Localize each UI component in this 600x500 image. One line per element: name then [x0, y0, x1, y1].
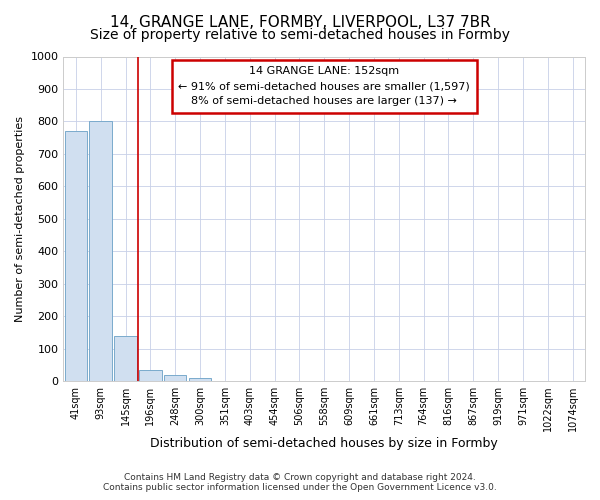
Bar	[65, 131, 87, 381]
Text: Size of property relative to semi-detached houses in Formby: Size of property relative to semi-detach…	[90, 28, 510, 42]
Bar	[189, 378, 211, 381]
X-axis label: Distribution of semi-detached houses by size in Formby: Distribution of semi-detached houses by …	[151, 437, 498, 450]
Bar	[164, 375, 187, 381]
Bar	[139, 370, 161, 381]
Text: Contains HM Land Registry data © Crown copyright and database right 2024.
Contai: Contains HM Land Registry data © Crown c…	[103, 473, 497, 492]
Bar	[89, 122, 112, 381]
Y-axis label: Number of semi-detached properties: Number of semi-detached properties	[15, 116, 25, 322]
Text: 14 GRANGE LANE: 152sqm
← 91% of semi-detached houses are smaller (1,597)
8% of s: 14 GRANGE LANE: 152sqm ← 91% of semi-det…	[178, 66, 470, 106]
Bar	[115, 336, 137, 381]
Text: 14, GRANGE LANE, FORMBY, LIVERPOOL, L37 7BR: 14, GRANGE LANE, FORMBY, LIVERPOOL, L37 …	[110, 15, 490, 30]
